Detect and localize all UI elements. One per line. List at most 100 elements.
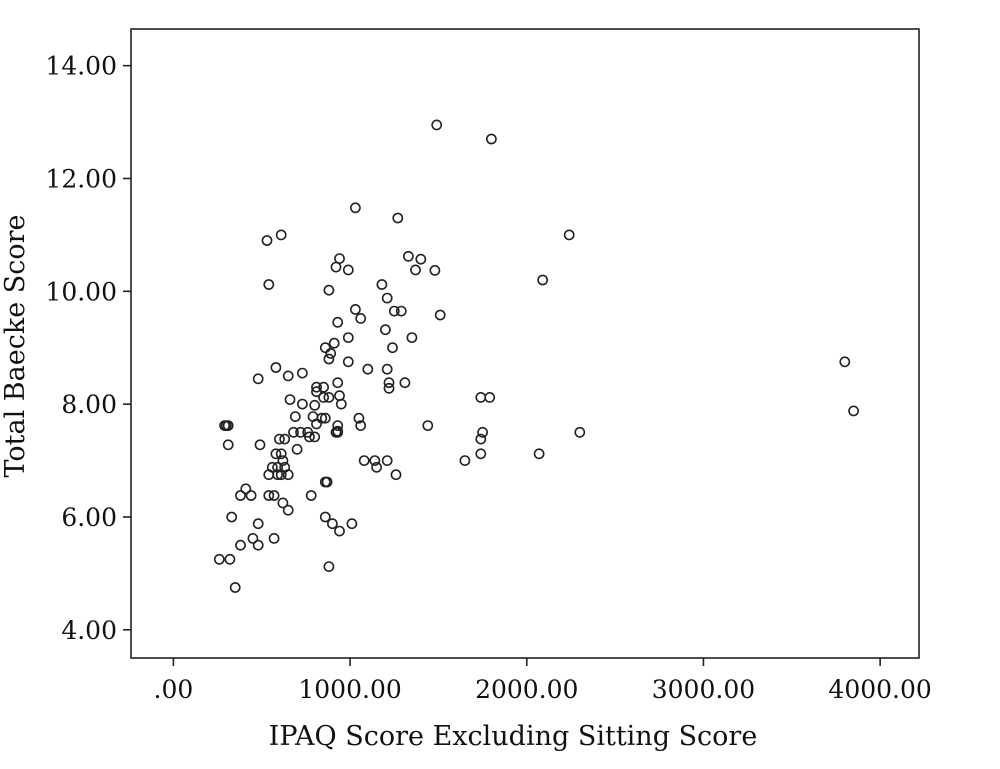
data-point: [395, 305, 407, 317]
data-point: [358, 455, 370, 466]
data-point: [245, 490, 257, 501]
data-point: [222, 439, 234, 451]
data-point: [475, 391, 487, 403]
data-point: [330, 426, 342, 438]
data-point: [342, 332, 354, 343]
data-point: [289, 411, 301, 422]
data-point: [335, 398, 347, 410]
data-point: [296, 398, 308, 410]
data-point: [349, 202, 361, 214]
data-point: [275, 448, 287, 460]
data-point: [332, 377, 344, 389]
data-point: [537, 274, 549, 286]
x-tick-label: 2000.00: [475, 675, 578, 704]
data-point: [295, 426, 306, 438]
data-point: [240, 483, 252, 495]
y-tick-label: 12.00: [45, 164, 117, 193]
data-point: [475, 433, 487, 445]
data-point: [332, 316, 344, 328]
data-point: [270, 448, 282, 460]
x-tick-label: 1000.00: [298, 675, 401, 704]
data-point: [484, 391, 496, 403]
data-point: [383, 377, 395, 389]
data-point: [415, 253, 427, 265]
plot-frame: [130, 28, 920, 659]
data-point: [213, 553, 225, 565]
data-point: [263, 469, 275, 481]
x-tick-label: 4000.00: [828, 675, 931, 704]
data-point: [273, 433, 285, 445]
y-tick-label: 6.00: [61, 503, 117, 532]
data-point: [247, 533, 259, 544]
data-point: [316, 412, 328, 424]
data-point: [263, 279, 275, 290]
data-point: [323, 284, 335, 296]
data-point: [226, 511, 238, 523]
data-point: [387, 342, 398, 354]
data-point: [346, 518, 358, 530]
data-point: [379, 324, 391, 336]
data-point: [402, 250, 414, 262]
data-point: [311, 386, 322, 398]
data-point: [392, 212, 404, 224]
data-point: [254, 439, 266, 451]
data-point: [282, 370, 294, 382]
data-point: [332, 420, 344, 431]
data-point: [839, 356, 851, 368]
data-point: [296, 367, 308, 379]
data-point: [319, 342, 331, 354]
data-point: [429, 264, 441, 276]
data-point: [268, 490, 280, 501]
data-point: [383, 382, 395, 394]
data-point: [277, 497, 289, 509]
data-point: [272, 469, 283, 481]
data-point: [355, 420, 367, 431]
data-point: [399, 377, 411, 389]
data-point: [252, 518, 264, 530]
data-point: [323, 561, 335, 572]
data-point: [323, 391, 335, 403]
data-point: [475, 448, 487, 460]
data-point: [328, 337, 340, 349]
data-point: [277, 455, 289, 466]
data-point: [390, 469, 402, 481]
y-tick-label: 4.00: [61, 616, 117, 645]
data-point: [229, 582, 241, 593]
x-tick-label: 3000.00: [652, 675, 755, 704]
data-point: [406, 332, 418, 343]
data-point: [574, 426, 586, 438]
data-point: [275, 469, 287, 481]
data-point: [268, 533, 280, 544]
data-point: [252, 539, 264, 551]
data-point: [309, 399, 321, 411]
data-point: [349, 303, 361, 315]
data-point: [311, 381, 322, 393]
data-point: [275, 229, 287, 241]
x-tick-label: .00: [154, 675, 194, 704]
data-point: [235, 490, 246, 501]
data-point: [533, 448, 545, 460]
data-point: [422, 420, 434, 431]
data-point: [434, 309, 446, 321]
data-point: [284, 394, 296, 405]
data-point: [224, 553, 236, 565]
data-point: [321, 476, 333, 488]
data-point: [459, 455, 471, 466]
data-points: [213, 119, 859, 593]
data-point: [381, 455, 393, 466]
data-point: [326, 518, 338, 530]
data-point: [235, 539, 246, 551]
data-point: [381, 363, 393, 375]
data-point: [261, 235, 273, 246]
data-point: [410, 264, 421, 276]
data-point: [431, 119, 443, 131]
data-point: [282, 504, 294, 516]
data-point: [318, 391, 329, 403]
data-point: [319, 412, 331, 424]
data-point: [388, 305, 400, 317]
y-tick-label: 10.00: [45, 277, 117, 306]
x-axis-title: IPAQ Score Excluding Sitting Score: [269, 721, 758, 752]
y-axis: 4.00 6.00 8.00 10.00 12.00 14.00: [45, 52, 131, 645]
data-point: [371, 461, 382, 473]
data-point: [282, 469, 294, 481]
